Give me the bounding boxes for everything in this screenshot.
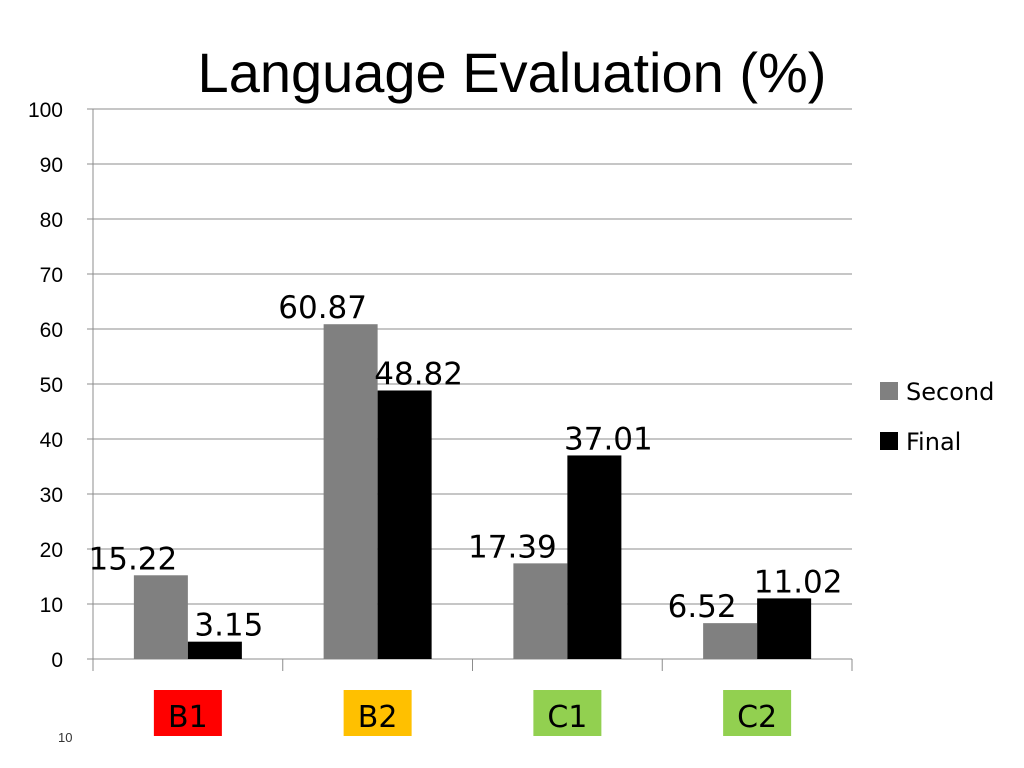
bar-final-b1 <box>187 641 242 659</box>
y-tick-label: 70 <box>40 264 63 287</box>
y-tick-label: 100 <box>28 99 63 122</box>
bars <box>133 324 812 659</box>
category-label: C1 <box>547 700 587 735</box>
y-tick-label: 20 <box>40 539 63 562</box>
data-label: 11.02 <box>754 564 843 600</box>
data-label: 6.52 <box>668 589 737 625</box>
legend-label: Final <box>906 428 961 456</box>
category-label: B1 <box>168 700 208 735</box>
chart-title: Language Evaluation (%) <box>197 41 827 104</box>
data-label: 15.22 <box>89 541 178 577</box>
y-tick-label: 0 <box>51 649 63 672</box>
bar-second-b1 <box>133 575 188 659</box>
y-tick-label: 40 <box>40 429 63 452</box>
legend-label: Second <box>906 378 994 406</box>
data-label: 37.01 <box>564 421 653 457</box>
y-tick-label: 30 <box>40 484 63 507</box>
bar-final-c2 <box>757 598 812 659</box>
category-labels: B1 B2 C1 C2 <box>153 690 792 736</box>
bar-final-c1 <box>567 455 622 659</box>
data-label: 60.87 <box>278 290 367 326</box>
bar-second-c2 <box>703 623 758 659</box>
bar-second-c1 <box>513 563 568 659</box>
gridlines <box>93 108 852 605</box>
data-label: 48.82 <box>374 356 463 392</box>
y-tick-label: 50 <box>40 374 63 397</box>
axes: 0 10 20 30 40 50 60 70 80 90 100 <box>28 99 853 672</box>
legend-swatch <box>880 432 898 450</box>
y-tick-label: 90 <box>40 154 63 177</box>
category-label-bg <box>533 690 602 736</box>
bar-second-b2 <box>323 324 378 659</box>
y-tick-label: 10 <box>40 594 63 617</box>
category-label: B2 <box>358 700 398 735</box>
y-tick-label: 60 <box>40 319 63 342</box>
data-label: 17.39 <box>468 529 557 565</box>
category-label: C2 <box>737 700 777 735</box>
slide-number: 10 <box>58 730 73 745</box>
data-label: 3.15 <box>194 608 263 644</box>
category-label-bg <box>153 690 222 736</box>
legend: Second Final <box>880 378 994 456</box>
legend-swatch <box>880 382 898 400</box>
category-label-bg <box>343 690 412 736</box>
y-tick-label: 80 <box>40 209 63 232</box>
category-label-bg <box>723 690 792 736</box>
bar-final-b2 <box>377 390 432 659</box>
